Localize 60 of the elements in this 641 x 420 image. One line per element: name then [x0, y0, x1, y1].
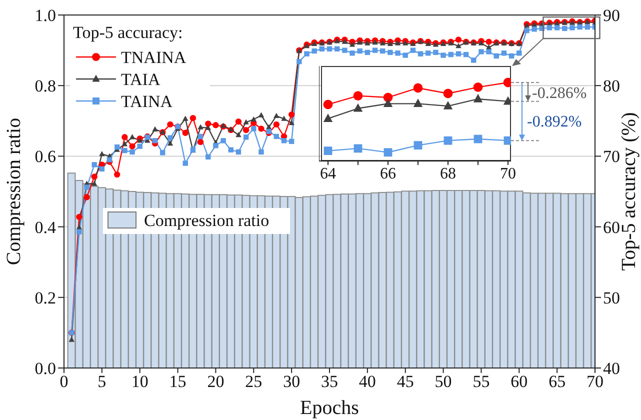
annotation: -0.286% — [532, 84, 587, 102]
point — [354, 144, 362, 153]
x-tick-label: 45 — [396, 372, 414, 392]
y2-tick-label: 60 — [603, 218, 620, 237]
y2-tick-label: 70 — [603, 147, 620, 166]
point — [504, 136, 511, 145]
point — [323, 100, 333, 110]
y2-tick-label: 90 — [603, 6, 620, 26]
x-tick-label: 35 — [321, 372, 338, 392]
point — [323, 114, 333, 122]
point — [383, 98, 393, 108]
point — [443, 101, 453, 110]
legend-title: Top-5 accuracy: — [73, 23, 183, 42]
point — [353, 103, 363, 112]
x-tick-label: 70 — [586, 372, 604, 392]
point — [324, 146, 332, 155]
x-tick-label: 55 — [472, 372, 490, 392]
point — [443, 88, 453, 98]
y-tick-label: 1.0 — [34, 6, 56, 26]
x-tick-label: 40 — [358, 372, 376, 392]
x-tick-label: 25 — [245, 372, 262, 392]
point — [414, 141, 422, 150]
x-tick-label: 10 — [131, 372, 148, 392]
legend-label: Compression ratio — [144, 211, 270, 230]
point — [473, 82, 483, 92]
y-axis-title: Compression ratio — [3, 118, 25, 266]
x-tick-label: 68 — [440, 165, 456, 182]
point — [474, 134, 482, 144]
x-tick-label: 20 — [207, 372, 224, 392]
legend-label: TAINA — [121, 92, 174, 111]
y-tick-label: 0.6 — [34, 147, 56, 166]
y-tick-label: 0.0 — [34, 359, 56, 378]
x-tick-label: 65 — [548, 372, 566, 392]
x-tick-label: 70 — [500, 165, 516, 182]
point — [383, 92, 393, 102]
legend-label: TAIA — [121, 70, 161, 89]
x-tick-label: 66 — [380, 165, 396, 182]
x-tick-label: 60 — [510, 372, 528, 392]
point — [413, 98, 423, 108]
y2-axis-title: Top-5 accuracy (%) — [618, 112, 640, 271]
x-tick-label: 30 — [283, 372, 300, 392]
x-tick-label: 15 — [169, 372, 186, 392]
point — [353, 91, 363, 101]
y-tick-label: 0.4 — [34, 218, 56, 237]
annotation: -0.892% — [527, 113, 582, 130]
y-tick-label: 0.2 — [34, 288, 56, 308]
legend-label: TNAINA — [121, 48, 187, 67]
x-tick-label: 64 — [320, 165, 336, 182]
y2-tick-label: 50 — [603, 288, 620, 308]
y-tick-label: 0.8 — [34, 76, 56, 96]
y2-tick-label: 40 — [603, 359, 620, 378]
y2-tick-label: 80 — [603, 76, 620, 96]
point — [384, 148, 392, 157]
x-tick-label: 50 — [434, 372, 452, 392]
x-tick-label: 0 — [60, 372, 68, 392]
point — [413, 83, 423, 93]
point — [444, 136, 452, 145]
point — [473, 94, 483, 102]
x-tick-label: 5 — [98, 372, 106, 392]
x-axis-title: Epochs — [300, 397, 360, 419]
